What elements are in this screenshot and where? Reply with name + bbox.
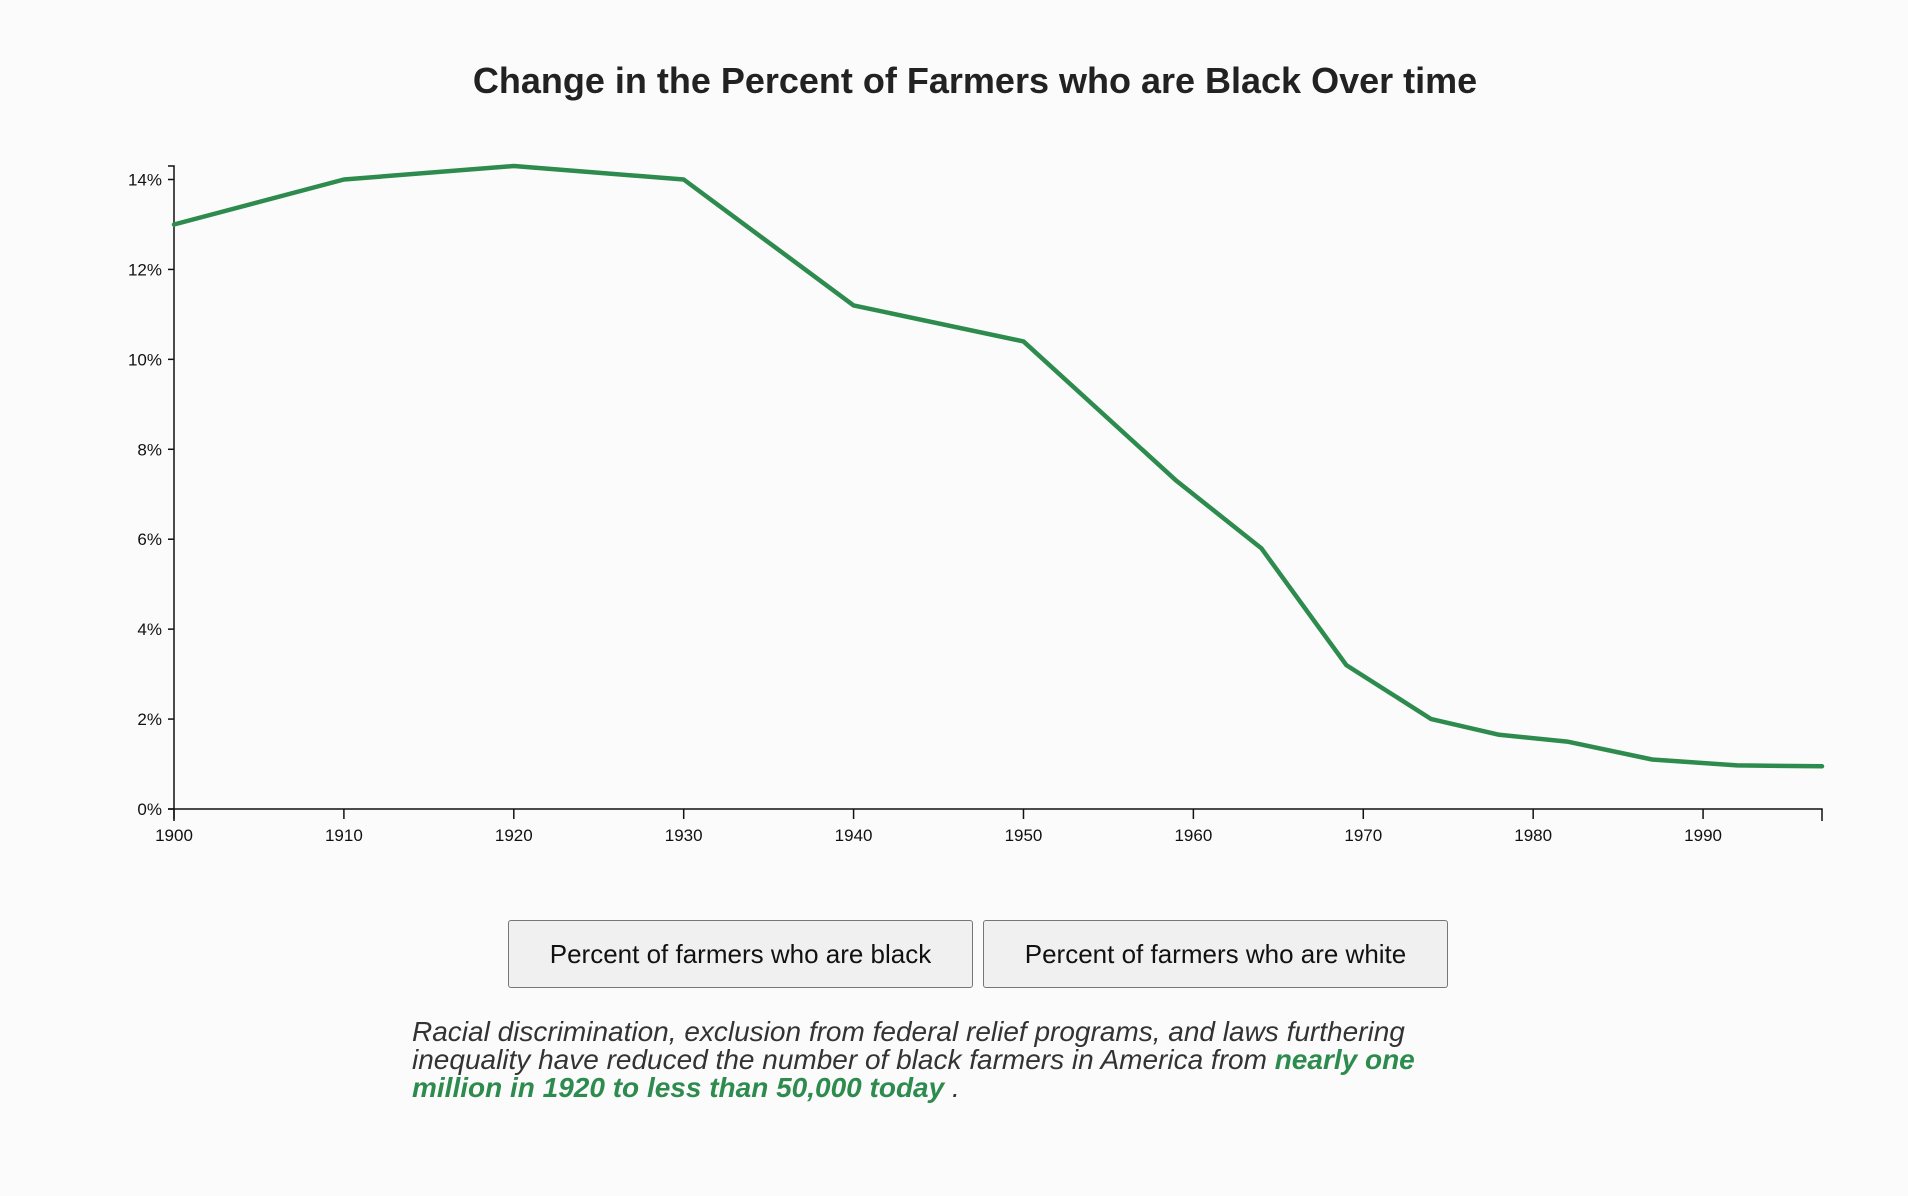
series-toggle-group: Percent of farmers who are black Percent… bbox=[508, 920, 1448, 988]
y-tick-label: 14% bbox=[128, 170, 162, 189]
series-layer bbox=[171, 163, 1825, 769]
x-axis: 1900 1910 1920 1930 1940 1950 1960 1970 1980 1990 bbox=[155, 808, 1823, 845]
series-line bbox=[171, 163, 1825, 769]
caption-text: Racial discrimination, exclusion from fe… bbox=[412, 1016, 1405, 1075]
chart-title: Change in the Percent of Farmers who are… bbox=[472, 60, 1478, 101]
x-tick-label: 1900 bbox=[155, 826, 193, 845]
caption-suffix: . bbox=[944, 1072, 960, 1103]
x-tick-label: 1960 bbox=[1174, 826, 1212, 845]
y-tick-label: 10% bbox=[128, 350, 162, 369]
y-tick-label: 4% bbox=[137, 620, 162, 639]
x-tick-label: 1950 bbox=[1005, 826, 1043, 845]
y-tick-label: 2% bbox=[137, 710, 162, 729]
x-tick-label: 1930 bbox=[665, 826, 703, 845]
x-tick-label: 1970 bbox=[1344, 826, 1382, 845]
y-tick-label: 0% bbox=[137, 800, 162, 819]
y-axis-line bbox=[168, 165, 175, 810]
x-tick-label: 1940 bbox=[835, 826, 873, 845]
x-tick-label: 1980 bbox=[1514, 826, 1552, 845]
line-chart: 0% 2% 4% 6% 8% 10% 12% 14% 1900 1910 1920 1930 1940… bbox=[128, 163, 1825, 845]
y-axis: 0% 2% 4% 6% 8% 10% 12% 14% bbox=[128, 165, 175, 819]
y-tick-label: 6% bbox=[137, 530, 162, 549]
x-tick-label: 1910 bbox=[325, 826, 363, 845]
y-tick-label: 12% bbox=[128, 260, 162, 279]
percent-black-button[interactable]: Percent of farmers who are black bbox=[508, 920, 973, 988]
x-axis-line bbox=[173, 808, 1823, 821]
x-tick-label: 1990 bbox=[1684, 826, 1722, 845]
caption: Racial discrimination, exclusion from fe… bbox=[412, 1018, 1492, 1102]
caption-highlight: nearly one million in 1920 to less than … bbox=[412, 1044, 1415, 1103]
x-tick-label: 1920 bbox=[495, 826, 533, 845]
y-tick-label: 8% bbox=[137, 440, 162, 459]
percent-white-button[interactable]: Percent of farmers who are white bbox=[983, 920, 1448, 988]
